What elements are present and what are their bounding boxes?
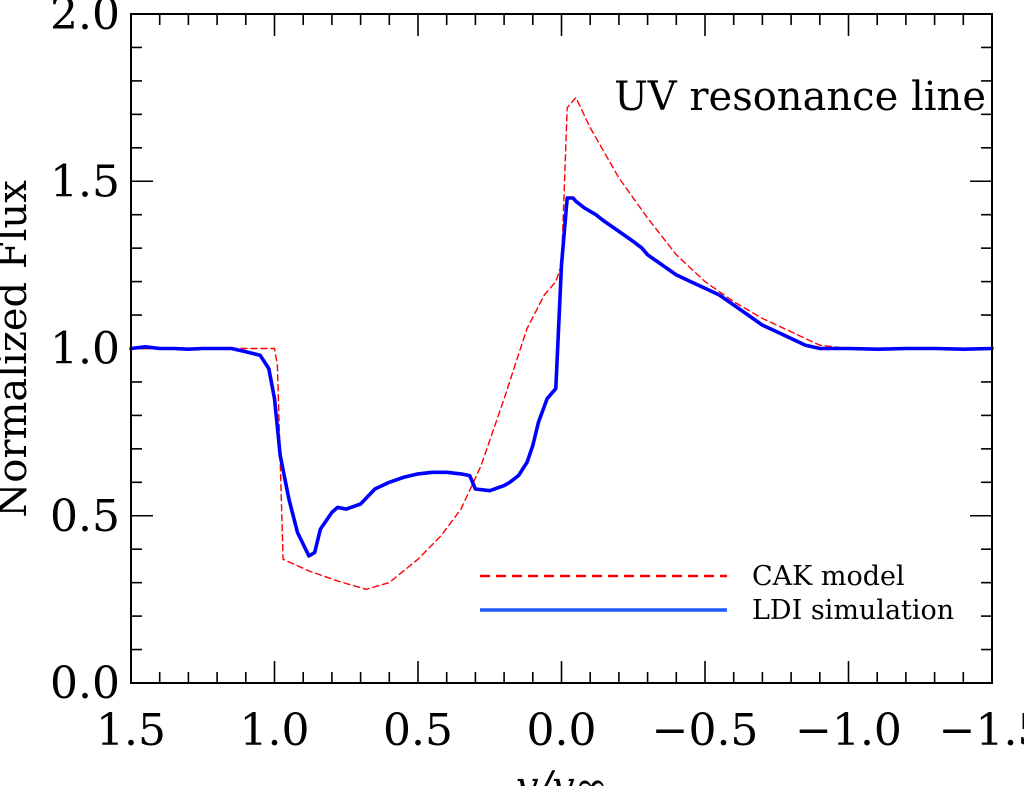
y-tick-label: 1.5 (50, 156, 120, 207)
legend: CAK model LDI simulation (480, 561, 954, 626)
series-layer (129, 96, 994, 590)
series-cak-model-line (130, 96, 993, 590)
y-axis-title: Normalized Flux (0, 180, 36, 518)
x-tick-label: −1.5 (939, 705, 1024, 756)
chart-annotation: UV resonance line (614, 74, 986, 120)
x-tick-label: 0.5 (383, 705, 453, 756)
legend-label-cak: CAK model (752, 561, 905, 592)
x-tick-label: −0.5 (652, 705, 759, 756)
x-tick-label: 1.0 (240, 705, 310, 756)
x-axis-title: v/v∞ (516, 764, 608, 786)
series-ldi-simulation-line (129, 196, 994, 558)
x-tick-label: −1.0 (795, 705, 902, 756)
plot-frame (130, 13, 993, 684)
y-tick-label: 0.0 (50, 658, 120, 709)
y-tick-label: 2.0 (50, 0, 120, 40)
y-tick-label: 0.5 (50, 491, 120, 542)
y-tick-label: 1.0 (50, 324, 120, 375)
tick-labels: 1.5 1.0 0.5 0.0 −0.5 −1.0 −1.5 0.0 0.5 1.0 1.5 2.0 (50, 0, 1024, 756)
x-tick-label: 1.5 (96, 705, 166, 756)
legend-label-ldi: LDI simulation (752, 595, 954, 626)
x-tick-label: 0.0 (527, 705, 597, 756)
